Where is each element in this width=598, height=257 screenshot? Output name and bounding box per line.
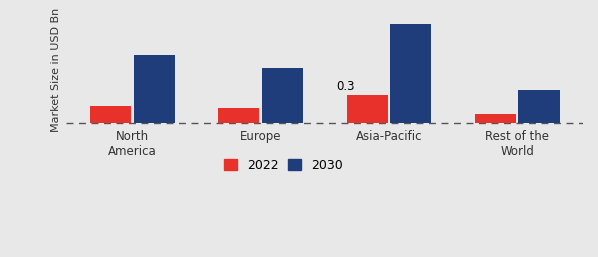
Bar (133, 55, 175, 123)
Bar (475, 114, 516, 123)
Bar (262, 68, 303, 123)
Text: 0.3: 0.3 (336, 80, 355, 93)
Y-axis label: Market Size in USD Bn: Market Size in USD Bn (51, 8, 61, 132)
Bar (390, 24, 431, 123)
Bar (90, 106, 131, 123)
Legend: 2022, 2030: 2022, 2030 (221, 155, 346, 176)
Bar (518, 90, 560, 123)
Bar (218, 108, 260, 123)
Bar (346, 95, 388, 123)
